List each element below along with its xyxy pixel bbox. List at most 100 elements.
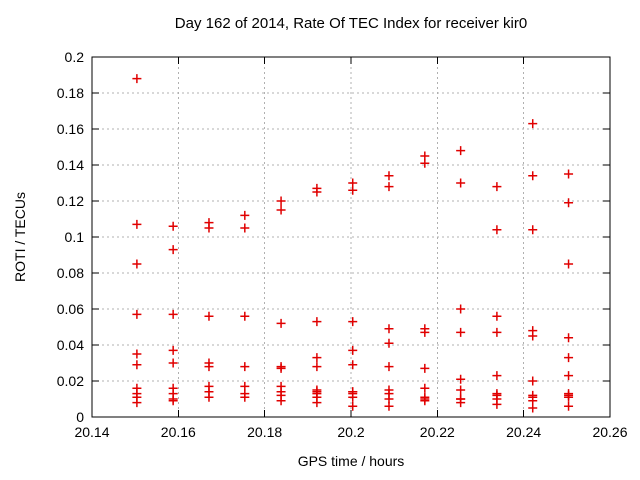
data-point bbox=[384, 171, 394, 181]
data-point bbox=[132, 259, 142, 269]
data-point bbox=[564, 392, 574, 402]
data-point bbox=[564, 198, 574, 208]
y-tick-label: 0.06 bbox=[57, 301, 84, 317]
x-tick-label: 20.22 bbox=[420, 424, 455, 440]
data-point bbox=[420, 383, 430, 393]
data-point bbox=[456, 327, 466, 337]
data-point bbox=[456, 178, 466, 188]
data-point bbox=[276, 205, 286, 215]
data-point bbox=[168, 345, 178, 355]
data-point bbox=[132, 360, 142, 370]
data-point bbox=[204, 311, 214, 321]
data-point bbox=[420, 396, 430, 406]
data-point bbox=[312, 353, 322, 363]
data-point bbox=[420, 363, 430, 373]
data-point bbox=[348, 185, 358, 195]
data-point bbox=[564, 353, 574, 363]
data-point bbox=[240, 362, 250, 372]
data-point bbox=[564, 259, 574, 269]
data-point bbox=[384, 324, 394, 334]
data-point bbox=[240, 223, 250, 233]
y-tick-label: 0.08 bbox=[57, 265, 84, 281]
plot-border bbox=[91, 56, 611, 418]
y-tick-label: 0.02 bbox=[57, 373, 84, 389]
data-point bbox=[384, 338, 394, 348]
data-point bbox=[492, 311, 502, 321]
data-point bbox=[564, 401, 574, 411]
data-point bbox=[492, 327, 502, 337]
y-tick-label: 0.16 bbox=[57, 121, 84, 137]
data-point bbox=[492, 399, 502, 409]
data-point bbox=[132, 219, 142, 229]
data-point bbox=[456, 398, 466, 408]
data-point bbox=[348, 392, 358, 402]
data-point bbox=[312, 362, 322, 372]
data-point bbox=[276, 363, 286, 373]
data-point bbox=[168, 221, 178, 231]
data-point bbox=[420, 158, 430, 168]
data-point bbox=[492, 371, 502, 381]
data-point bbox=[528, 171, 538, 181]
x-tick-label: 20.26 bbox=[592, 424, 627, 440]
data-point bbox=[348, 345, 358, 355]
data-point bbox=[168, 396, 178, 406]
y-tick-label: 0.2 bbox=[65, 49, 85, 65]
data-point bbox=[492, 182, 502, 192]
data-point bbox=[420, 327, 430, 337]
data-point bbox=[276, 196, 286, 206]
data-point bbox=[564, 371, 574, 381]
data-point bbox=[528, 331, 538, 341]
data-point bbox=[348, 317, 358, 327]
data-point bbox=[204, 392, 214, 402]
data-point bbox=[456, 374, 466, 384]
data-point bbox=[168, 358, 178, 368]
y-tick-label: 0.12 bbox=[57, 193, 84, 209]
data-point bbox=[528, 403, 538, 413]
data-point bbox=[240, 210, 250, 220]
data-point bbox=[312, 187, 322, 197]
data-point bbox=[132, 309, 142, 319]
x-tick-label: 20.2 bbox=[337, 424, 364, 440]
data-point bbox=[276, 396, 286, 406]
data-point bbox=[456, 385, 466, 395]
data-point bbox=[312, 398, 322, 408]
y-tick-label: 0.1 bbox=[65, 229, 85, 245]
y-tick-label: 0.14 bbox=[57, 157, 84, 173]
x-tick-label: 20.16 bbox=[161, 424, 196, 440]
y-tick-label: 0 bbox=[76, 409, 84, 425]
data-point bbox=[384, 182, 394, 192]
chart-title: Day 162 of 2014, Rate Of TEC Index for r… bbox=[174, 15, 528, 32]
data-point bbox=[348, 360, 358, 370]
data-point bbox=[168, 245, 178, 255]
data-point bbox=[348, 401, 358, 411]
data-point bbox=[564, 169, 574, 179]
data-point bbox=[456, 146, 466, 156]
data-point bbox=[384, 401, 394, 411]
y-tick-label: 0.04 bbox=[57, 337, 84, 353]
data-point bbox=[492, 225, 502, 235]
y-tick-label: 0.18 bbox=[57, 85, 84, 101]
x-tick-label: 20.24 bbox=[506, 424, 541, 440]
data-point bbox=[204, 362, 214, 372]
data-point bbox=[132, 74, 142, 84]
data-point bbox=[168, 309, 178, 319]
data-point bbox=[276, 318, 286, 328]
x-tick-label: 20.18 bbox=[247, 424, 282, 440]
data-point bbox=[312, 317, 322, 327]
data-point bbox=[132, 349, 142, 359]
y-axis-label: ROTI / TECUs bbox=[12, 192, 28, 282]
data-point bbox=[528, 376, 538, 386]
data-point bbox=[384, 362, 394, 372]
data-point bbox=[456, 304, 466, 314]
data-point bbox=[528, 225, 538, 235]
data-point bbox=[564, 333, 574, 343]
x-axis-label: GPS time / hours bbox=[297, 453, 405, 469]
data-point bbox=[240, 392, 250, 402]
data-point bbox=[240, 311, 250, 321]
x-tick-label: 20.14 bbox=[74, 424, 109, 440]
data-point bbox=[528, 119, 538, 129]
data-point bbox=[204, 223, 214, 233]
data-point bbox=[132, 398, 142, 408]
